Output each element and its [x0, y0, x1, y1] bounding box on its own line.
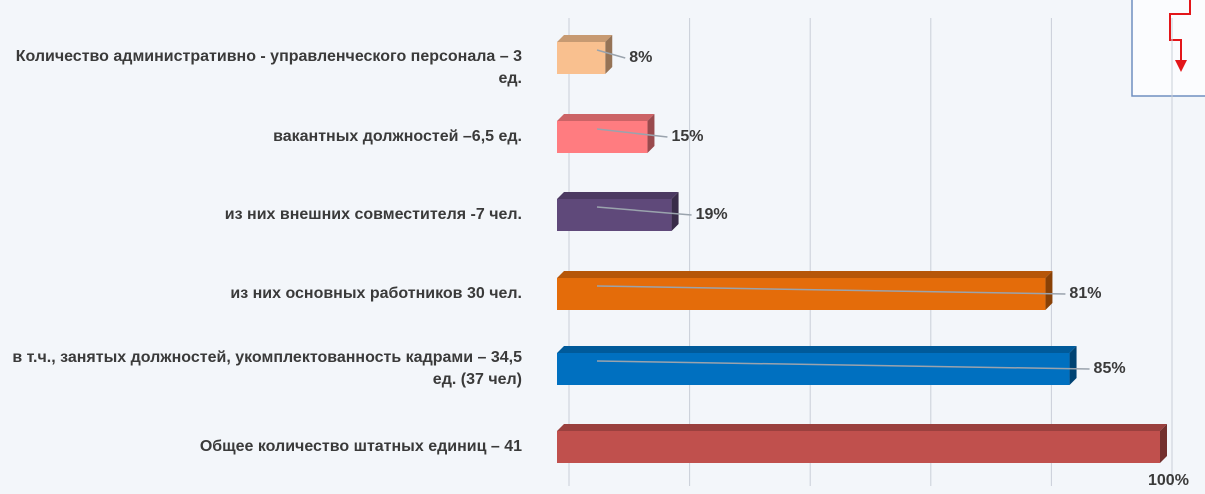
bar-top: [557, 424, 1167, 431]
bar-side: [605, 35, 613, 74]
data-label: 81%: [1069, 285, 1101, 302]
bar-top: [557, 271, 1053, 278]
bar-top: [557, 192, 679, 199]
leader-line: [596, 360, 1090, 370]
leader-line: [596, 49, 626, 59]
bar: [557, 35, 613, 74]
bar-side: [671, 192, 679, 231]
bar-top: [557, 346, 1077, 353]
data-label: 100%: [1148, 472, 1189, 489]
bar-front: [557, 353, 1070, 385]
bar: [557, 346, 1077, 385]
bar-top: [557, 114, 655, 121]
data-label: 8%: [629, 49, 652, 66]
bar-front: [557, 278, 1046, 310]
bar-front: [557, 42, 606, 74]
category-label: вакантных должностей –6,5 ед.: [273, 128, 522, 145]
arrow-head: [1175, 60, 1187, 72]
data-label: 19%: [696, 206, 728, 223]
leader-line: [596, 285, 1066, 295]
bar-side: [1160, 424, 1167, 463]
bar-side: [1069, 346, 1077, 385]
data-label: 85%: [1094, 360, 1126, 377]
bar-front: [557, 431, 1160, 463]
category-label: из них внешних совместителя -7 чел.: [224, 206, 522, 223]
category-label: в т.ч., занятых должностей, укомплектова…: [12, 349, 522, 388]
arrow-line: [1169, 0, 1191, 62]
bar: [557, 192, 679, 231]
bar: [557, 271, 1053, 310]
category-label: Количество административно - управленчес…: [15, 48, 522, 87]
bar-side: [1045, 271, 1053, 310]
category-label: Общее количество штатных единиц – 41: [199, 438, 522, 455]
category-label: из них основных работников 30 чел.: [230, 285, 522, 302]
data-label: 15%: [671, 128, 703, 145]
decoration: [1131, 0, 1205, 97]
bar: [557, 424, 1167, 463]
bar: [557, 114, 655, 153]
bar-side: [647, 114, 655, 153]
bar-front: [557, 199, 672, 231]
leader-line: [596, 206, 692, 216]
bar-top: [557, 35, 613, 42]
bar-front: [557, 121, 648, 153]
leader-line: [596, 128, 668, 138]
corner-box: [1131, 0, 1205, 97]
